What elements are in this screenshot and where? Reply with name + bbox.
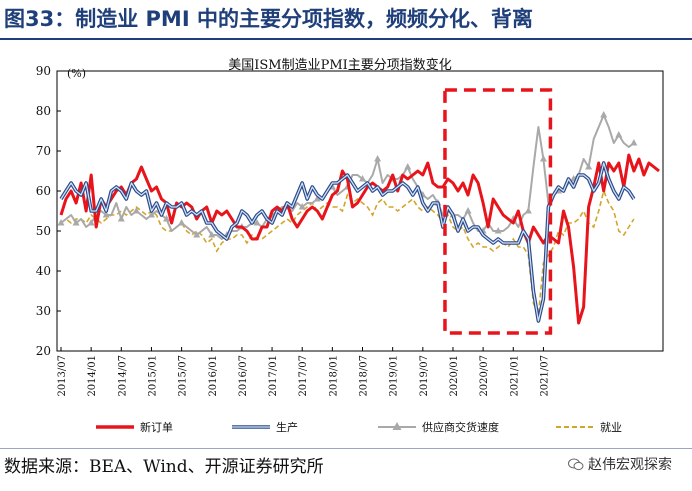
watermark: 赵伟宏观探索 xyxy=(568,454,672,474)
series-marker xyxy=(72,219,80,226)
top-cut-strip xyxy=(0,0,692,6)
wechat-icon xyxy=(568,458,584,471)
series-marker xyxy=(359,175,367,182)
series-marker xyxy=(102,211,110,218)
series-marker xyxy=(313,195,321,202)
legend-item: 新订单 xyxy=(96,420,173,434)
title-divider xyxy=(0,38,692,40)
y-axis: 20 30 40 50 60 70 80 90 xyxy=(36,64,61,358)
x-tick-label: 2016/01 xyxy=(208,355,219,397)
series-marker xyxy=(253,219,261,226)
series-marker xyxy=(600,111,608,118)
series-marker xyxy=(147,211,155,218)
x-tick-label: 2017/01 xyxy=(268,355,279,397)
x-tick-label: 2021/07 xyxy=(539,355,550,397)
y-tick-label: 50 xyxy=(36,224,51,238)
plot-frame xyxy=(56,70,664,352)
series-line xyxy=(59,153,660,325)
series-marker xyxy=(132,207,140,214)
series-marker xyxy=(193,231,201,238)
series-marker xyxy=(464,207,472,214)
legend-item: 供应商交货速度 xyxy=(378,420,499,434)
x-tick-label: 2015/07 xyxy=(178,355,189,397)
legend-label: 生产 xyxy=(276,420,298,434)
series-marker xyxy=(178,219,186,226)
source-divider xyxy=(0,448,692,449)
series-marker xyxy=(539,155,547,162)
x-tick-label: 2020/01 xyxy=(449,355,460,397)
series-marker xyxy=(494,227,502,234)
legend-label: 就业 xyxy=(600,420,622,434)
series-marker xyxy=(208,231,216,238)
legend-label: 新订单 xyxy=(140,420,173,434)
x-tick-label: 2020/07 xyxy=(479,355,490,397)
series-marker xyxy=(524,207,532,214)
y-tick-label: 70 xyxy=(36,144,51,158)
series-0 xyxy=(59,153,660,325)
x-tick-label: 2014/07 xyxy=(117,355,128,397)
series-marker xyxy=(585,163,593,170)
series-3 xyxy=(60,188,635,316)
legend-item: 生产 xyxy=(232,420,298,434)
x-tick-label: 2019/07 xyxy=(419,355,430,397)
y-tick-label: 20 xyxy=(36,344,51,358)
series-line xyxy=(60,188,635,316)
y-tick-label: 60 xyxy=(36,184,51,198)
y-tick-label: 90 xyxy=(36,64,51,78)
chart-svg: 美国ISM制造业PMI主要分项指数变化 (%) 20 30 40 50 60 70 80 90… xyxy=(36,57,664,434)
x-axis: 2013/07 2014/01 2014/07 2015/01 2015/07 2016/… xyxy=(57,347,550,397)
x-tick-label: 2021/01 xyxy=(509,355,520,397)
series-marker xyxy=(57,219,65,226)
series-1 xyxy=(59,161,636,323)
x-tick-label: 2014/01 xyxy=(87,355,98,397)
legend-marker xyxy=(392,422,402,430)
series-layer xyxy=(57,111,660,325)
legend-label: 供应商交货速度 xyxy=(422,420,499,434)
y-axis-unit: (%) xyxy=(67,67,86,80)
source-note: 数据来源：BEA、Wind、开源证券研究所 xyxy=(4,457,324,477)
legend: 新订单 生产 供应商交货速度 就业 xyxy=(96,420,622,434)
y-tick-label: 30 xyxy=(36,304,51,318)
chart-title: 美国ISM制造业PMI主要分项指数变化 xyxy=(228,57,452,73)
y-tick-label: 40 xyxy=(36,264,51,278)
watermark-text: 赵伟宏观探索 xyxy=(588,457,672,473)
highlight-box xyxy=(443,88,553,335)
x-tick-label: 2013/07 xyxy=(57,355,68,397)
series-marker xyxy=(163,215,171,222)
series-marker xyxy=(374,155,382,162)
series-line-inner xyxy=(60,162,635,322)
y-tick-label: 80 xyxy=(36,104,51,118)
x-tick-label: 2018/07 xyxy=(359,355,370,397)
x-tick-label: 2016/07 xyxy=(238,355,249,397)
x-tick-label: 2017/07 xyxy=(298,355,309,397)
x-tick-label: 2018/01 xyxy=(328,355,339,397)
x-tick-label: 2015/01 xyxy=(147,355,158,397)
figure-title: 图33：制造业 PMI 中的主要分项指数，频频分化、背离 xyxy=(4,7,533,31)
series-marker xyxy=(630,139,638,146)
series-marker xyxy=(615,131,623,138)
legend-item: 就业 xyxy=(556,420,622,434)
x-tick-label: 2019/01 xyxy=(389,355,400,397)
series-marker xyxy=(404,163,412,170)
series-marker xyxy=(117,215,125,222)
series-marker xyxy=(298,203,306,210)
series-marker xyxy=(87,219,95,226)
